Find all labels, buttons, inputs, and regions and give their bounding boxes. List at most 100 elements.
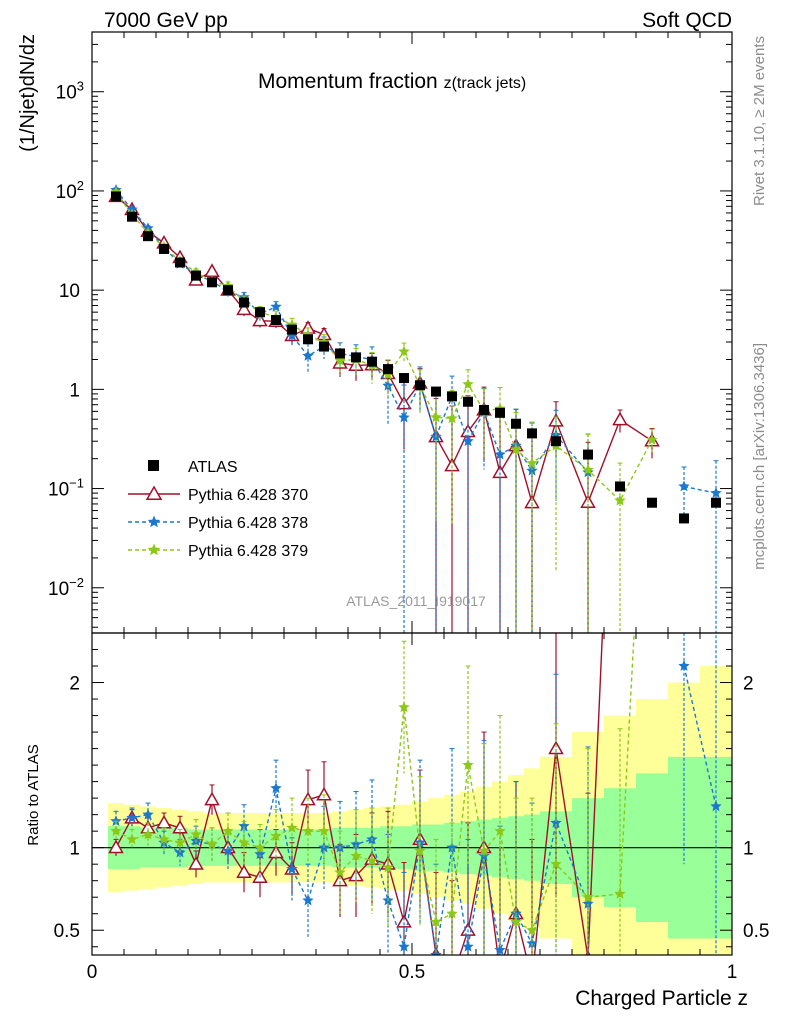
atlas-data-point [495, 407, 505, 418]
ratio-point-p378 [526, 937, 538, 949]
ratio-point-p378 [398, 940, 410, 952]
atlas-data-point [207, 277, 217, 288]
ratio-point-p379 [414, 845, 426, 856]
ratio-point-p379 [382, 861, 394, 873]
rivet-version-label: Rivet 3.1.10, ≥ 2M events [751, 36, 768, 206]
top-point-p370 [236, 301, 252, 316]
top-line-p378 [115, 189, 717, 494]
ratio-point-p379 [270, 830, 282, 841]
ratio-point-p379 [366, 854, 378, 866]
atlas-data-point [191, 270, 201, 281]
ratio-point-p379 [494, 825, 506, 836]
ratio-point-p378 [158, 836, 170, 848]
atlas-data-point [479, 404, 489, 415]
atlas-data-point [287, 324, 297, 335]
y-tick-label-ratio-right: 0.5 [743, 921, 769, 942]
ratio-point-p378 [582, 897, 594, 909]
legend-marker-p370 [145, 485, 163, 500]
top-point-p378 [270, 300, 282, 312]
x-tick-label: 1 [727, 962, 738, 983]
atlas-data-point [647, 497, 657, 508]
ratio-point-p378 [350, 838, 362, 850]
atlas-data-point [319, 341, 329, 352]
atlas-data-point [303, 334, 313, 345]
ratio-point-p378 [678, 660, 690, 671]
top-point-p378 [462, 435, 474, 447]
x-tick-label: 0 [87, 962, 98, 983]
atlas-data-point [367, 356, 377, 367]
atlas-data-point [399, 373, 409, 384]
ratio-point-p379 [206, 838, 218, 850]
top-point-p379 [526, 457, 538, 469]
ratio-point-p378 [238, 820, 250, 832]
ratio-point-p370 [446, 973, 459, 984]
ratio-point-p378 [142, 808, 154, 820]
ratio-point-p379 [550, 858, 562, 869]
atlas-data-point [159, 243, 169, 254]
ratio-point-p379 [286, 821, 298, 833]
ratio-point-p370 [646, 313, 659, 324]
top-point-p379 [446, 412, 458, 424]
y-tick-label-ratio-left: 1 [69, 839, 80, 860]
atlas-data-point [431, 386, 441, 397]
ratio-point-p378 [270, 782, 282, 794]
watermark-label: ATLAS_2011_I919017 [346, 593, 486, 609]
top-point-p378 [678, 480, 690, 492]
ratio-point-p379 [238, 836, 250, 848]
atlas-data-point [447, 391, 457, 402]
top-point-p378 [526, 464, 538, 476]
x-tick-label: 0.5 [399, 962, 425, 983]
atlas-data-point [711, 497, 721, 508]
ratio-point-p370 [236, 864, 252, 879]
top-point-p378 [302, 349, 314, 361]
ratio-point-p379 [142, 828, 154, 840]
ratio-point-p378 [446, 841, 458, 853]
y-tick-label-ratio-right: 2 [743, 674, 754, 695]
ratio-point-p370 [614, 230, 627, 241]
ratio-point-p378 [462, 940, 474, 952]
ratio-point-p379 [110, 825, 122, 836]
atlas-data-point [551, 436, 561, 447]
legend-marker-atlas [148, 460, 159, 471]
ratio-point-p370 [494, 965, 507, 976]
ratio-point-p379 [510, 916, 522, 927]
ratio-point-p379 [446, 907, 458, 919]
ratio-point-p379 [462, 759, 474, 770]
top-point-p370 [612, 411, 628, 426]
ratio-point-p379 [582, 891, 594, 903]
ratio-point-p379 [398, 701, 410, 713]
ratio-point-p378 [126, 811, 138, 823]
ratio-point-p370 [204, 791, 220, 806]
ratio-panel-series [108, 230, 722, 984]
chart-title: Momentum fraction z(track jets) [258, 70, 526, 93]
atlas-data-point [127, 211, 137, 222]
top-point-p379 [646, 433, 658, 445]
atlas-data-point [463, 396, 473, 407]
x-axis-label: Charged Particle z [575, 987, 748, 1010]
ratio-point-p379 [254, 841, 266, 853]
ratio-point-p379 [190, 828, 202, 840]
ratio-point-p379 [334, 866, 346, 878]
top-point-p379 [398, 345, 410, 357]
ratio-point-p370 [332, 872, 348, 887]
ratio-point-p370 [548, 740, 564, 755]
atlas-data-point [511, 418, 521, 429]
atlas-data-point [255, 307, 265, 318]
y-tick-label-top: 1 [69, 380, 80, 401]
top-panel-series [108, 184, 722, 633]
y-tick-label-top: 103 [56, 79, 84, 104]
legend-label: Pythia 6.428 370 [188, 487, 308, 504]
atlas-data-point [415, 380, 425, 391]
top-point-p370 [492, 464, 508, 479]
ratio-point-p370 [188, 856, 204, 870]
ratio-point-p379 [614, 887, 626, 899]
header-right-label: Soft QCD [642, 9, 732, 32]
atlas-data-point [111, 191, 121, 202]
top-point-p379 [430, 411, 442, 423]
atlas-data-point [527, 428, 537, 439]
ratio-point-p379 [478, 845, 490, 856]
ratio-point-p379 [158, 833, 170, 845]
header-left-label: 7000 GeV pp [104, 9, 228, 32]
